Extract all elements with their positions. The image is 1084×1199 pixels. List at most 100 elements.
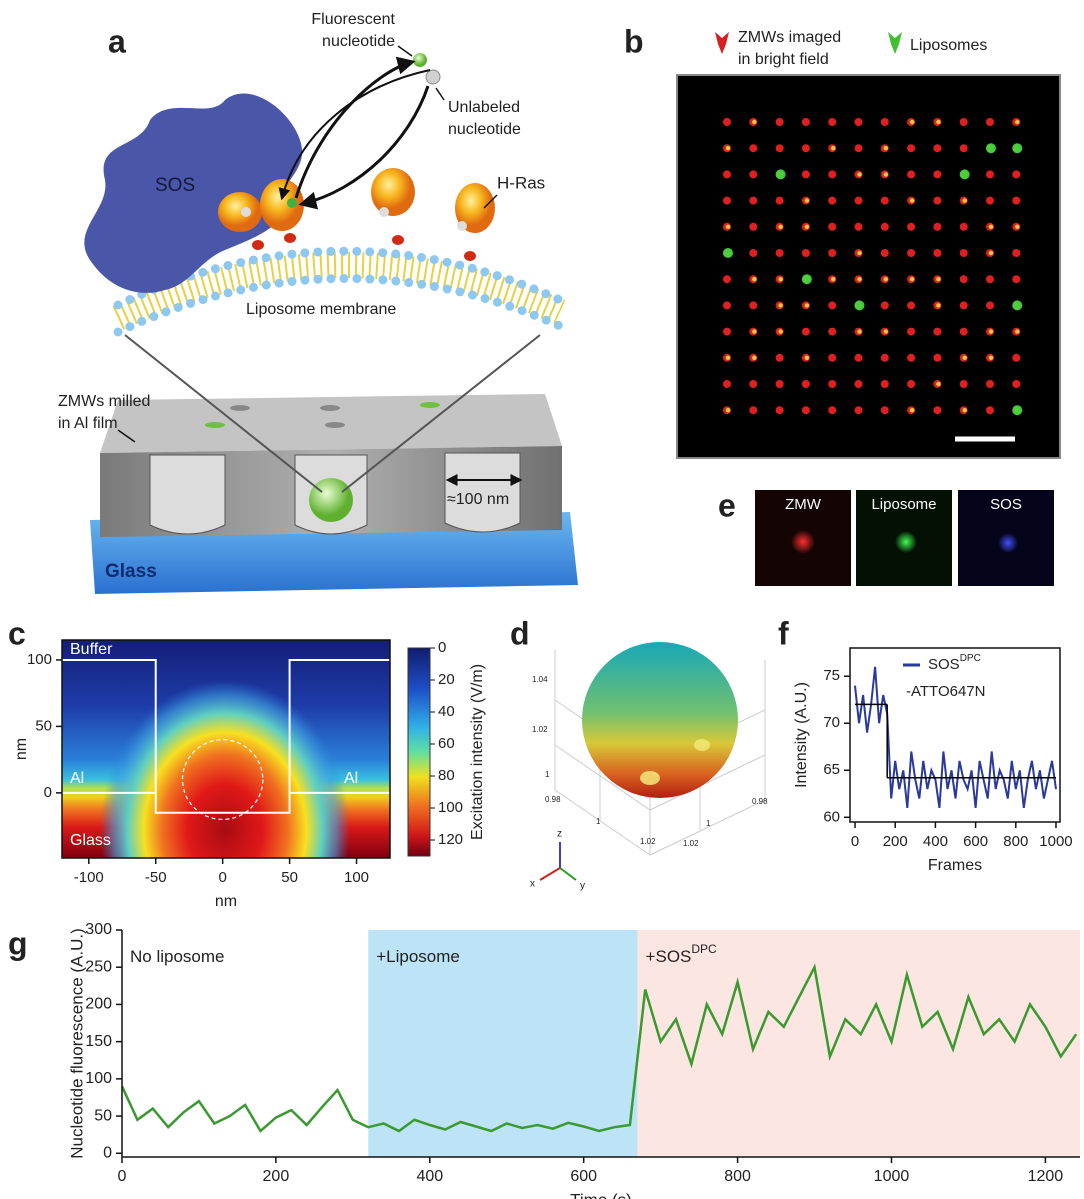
- zmw-spot: [776, 144, 784, 152]
- x-tick-label: 0: [218, 869, 226, 886]
- tick-label: 0.98: [752, 797, 768, 806]
- zmw-spot: [907, 301, 915, 309]
- liposome-spot: [960, 169, 970, 179]
- tick-label: 0.98: [545, 795, 561, 804]
- zmw-spot: [933, 170, 941, 178]
- zmw-spot: [881, 223, 889, 231]
- liposome-spot: [936, 303, 940, 307]
- colorbar-tick-label: 0: [438, 639, 446, 656]
- image-label: ZMW: [785, 496, 822, 513]
- zmw-spot: [907, 223, 915, 231]
- liposome-spot: [831, 146, 835, 150]
- legend-marker: [715, 32, 729, 54]
- x-tick-label: 600: [570, 1168, 597, 1185]
- colorbar: [408, 648, 430, 856]
- zmw-spot: [855, 380, 863, 388]
- zmw-spot: [723, 275, 731, 283]
- liposome: [309, 478, 353, 522]
- zmw-spot: [828, 406, 836, 414]
- zmw-spot: [933, 354, 941, 362]
- x-tick-label: -50: [145, 869, 167, 886]
- liposome-spot: [1015, 225, 1019, 229]
- zmw-spot: [881, 249, 889, 257]
- x-tick-label: 1200: [1028, 1168, 1064, 1185]
- tick-label: 1: [596, 817, 601, 826]
- label: ZMWs milled: [58, 393, 150, 410]
- highlight: [694, 739, 710, 751]
- x-tick-label: 800: [724, 1168, 751, 1185]
- region-label-text: No liposome: [130, 947, 225, 966]
- zmw-spot: [986, 301, 994, 309]
- zmw-spot: [1012, 354, 1020, 362]
- x-tick-label: 800: [1003, 833, 1028, 850]
- panel-letter: d: [510, 615, 530, 651]
- x-tick-label: 200: [883, 833, 908, 850]
- zmw-spot: [907, 354, 915, 362]
- axis-name: x: [530, 879, 535, 890]
- zmw-spot: [776, 249, 784, 257]
- liposome-spot: [805, 303, 809, 307]
- liposome-spot: [752, 356, 756, 360]
- region-label-sup: DPC: [691, 942, 717, 956]
- liposome-spot: [857, 277, 861, 281]
- liposome-spot: [778, 277, 782, 281]
- zmw-spot: [749, 249, 757, 257]
- liposome-spot: [752, 329, 756, 333]
- tick-label: 1.02: [640, 837, 656, 846]
- zmw-spot: [749, 223, 757, 231]
- liposome-spot: [963, 408, 967, 412]
- diagram: Fluorescent nucleotide Unlabeled nucleot…: [58, 11, 578, 594]
- zmw-spot: [855, 354, 863, 362]
- legend-name: SOS: [928, 656, 960, 673]
- leader-line: [436, 88, 444, 100]
- fluorescent-nucleotide: [413, 53, 427, 67]
- liposome-spot: [857, 172, 861, 176]
- y-tick-label: 65: [823, 761, 840, 778]
- label: nucleotide: [322, 33, 395, 50]
- zmw-spot: [986, 197, 994, 205]
- colorbar-tick-label: 120: [438, 831, 463, 848]
- label: in Al film: [58, 415, 118, 432]
- images-e: ZMW Liposome SOS: [755, 490, 1054, 586]
- zmw-spot: [1012, 275, 1020, 283]
- zmw-spot: [749, 301, 757, 309]
- x-tick-label: 0: [851, 833, 859, 850]
- panel-letter: e: [718, 487, 736, 523]
- x-tick-label: 400: [416, 1168, 443, 1185]
- legend-label: Liposomes: [910, 37, 987, 54]
- zmw-spot: [881, 197, 889, 205]
- region-label: Glass: [70, 832, 111, 849]
- zmw-spot: [933, 197, 941, 205]
- tick-label: 1.02: [532, 725, 548, 734]
- micrograph: [677, 75, 1060, 458]
- zmw-spot: [881, 354, 889, 362]
- legend-label: -ATTO647N: [906, 683, 985, 700]
- label: Fluorescent: [311, 11, 395, 28]
- zmw-spot: [723, 197, 731, 205]
- zmw-spot: [723, 328, 731, 336]
- x-tick-label: 200: [263, 1168, 290, 1185]
- y-tick-label: 0: [44, 784, 52, 801]
- x-tick-label: 600: [963, 833, 988, 850]
- y-tick-label: 300: [85, 921, 112, 938]
- panel-letter: g: [8, 925, 28, 961]
- zmw-spot: [749, 380, 757, 388]
- charts: BufferAlAlGlass-100-50050100050100nmnm02…: [13, 639, 1080, 1199]
- label: Glass: [105, 561, 157, 582]
- spot: [998, 533, 1018, 553]
- x-axis-label: nm: [215, 893, 237, 910]
- region: [638, 930, 1080, 1157]
- zmw-spot: [960, 275, 968, 283]
- y-tick-label: 75: [823, 667, 840, 684]
- x-tick-label: 100: [344, 869, 369, 886]
- zmw-spot: [907, 249, 915, 257]
- label: H-Ras: [497, 173, 545, 192]
- colorbar-tick-label: 80: [438, 767, 455, 784]
- y-tick-label: 60: [823, 808, 840, 825]
- axis-name: z: [557, 829, 562, 840]
- y-tick-label: 250: [85, 958, 112, 975]
- zmw-spot: [986, 275, 994, 283]
- x-tick-label: 1000: [874, 1168, 910, 1185]
- liposome-spot: [884, 277, 888, 281]
- x-axis-label: Time (s): [570, 1190, 632, 1199]
